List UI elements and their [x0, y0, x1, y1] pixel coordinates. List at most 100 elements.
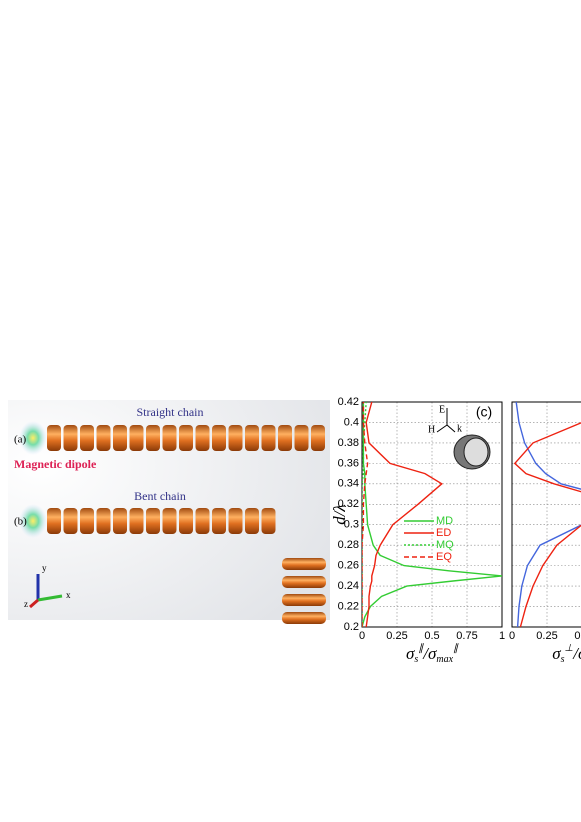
- axis-name: y: [42, 563, 47, 573]
- cylinder: [228, 425, 243, 451]
- cylinder: [96, 508, 111, 534]
- series-line: [362, 402, 369, 627]
- label-part: max: [436, 654, 453, 665]
- source-label: Magnetic dipole: [14, 457, 97, 471]
- label-part: /σ: [422, 644, 437, 663]
- x-tick-label: 0.75: [456, 630, 477, 642]
- cylinder: [162, 508, 177, 534]
- cylinder: [96, 425, 111, 451]
- cylinder: [245, 425, 259, 451]
- cylinder: [228, 508, 243, 534]
- y-tick-label: 0.4: [344, 416, 359, 428]
- label-part: σ: [552, 644, 561, 663]
- panel-title: Straight chain: [137, 405, 204, 419]
- cylinder: [212, 508, 226, 534]
- cylinder: [162, 425, 177, 451]
- cylinder: [63, 425, 78, 451]
- y-tick-label: 0.3: [344, 519, 359, 531]
- panel-label: (a): [14, 434, 27, 446]
- x-tick-label: 0.25: [386, 630, 407, 642]
- series-line: [513, 422, 581, 627]
- inset-label: E: [439, 404, 445, 415]
- y-tick-label: 0.26: [338, 560, 359, 572]
- straight-chain: [47, 425, 325, 451]
- inset-label: H: [428, 424, 435, 435]
- cylinder: [282, 612, 326, 624]
- label-part: ⊥: [565, 643, 574, 654]
- y-axis-label: d/λ: [330, 504, 349, 525]
- illustration: (a) Straight chain Magnetic dipole (b) B…: [8, 400, 330, 624]
- cylinder: [129, 508, 144, 534]
- y-tick-label: 0.32: [338, 498, 359, 510]
- cylinder: [311, 425, 325, 451]
- legend-label: ED: [436, 527, 451, 539]
- inset-arrow: [436, 424, 448, 433]
- dipole-field: [19, 421, 47, 455]
- panel-title: Bent chain: [134, 489, 186, 503]
- label-part: /σ: [572, 644, 581, 663]
- inset-arrow: [446, 424, 456, 433]
- inset-ring-hole: [463, 437, 489, 467]
- cylinder: [195, 508, 210, 534]
- cylinder: [282, 594, 326, 606]
- cylinder: [195, 425, 210, 451]
- label-part: ∥: [418, 643, 424, 654]
- label-part: σ: [406, 644, 415, 663]
- axis-arrow: [29, 598, 39, 609]
- cylinder: [261, 508, 276, 534]
- legend-label: MD: [436, 515, 453, 527]
- cylinder: [63, 508, 78, 534]
- axis-name: z: [24, 599, 28, 609]
- axis-name: x: [66, 590, 71, 600]
- cylinder: [179, 425, 193, 451]
- cylinder: [80, 425, 94, 451]
- cylinder: [80, 508, 94, 534]
- label-part: s: [561, 654, 565, 665]
- cylinder: [282, 558, 326, 570]
- y-tick-label: 0.36: [338, 457, 359, 469]
- y-tick-label: 0.22: [338, 600, 359, 612]
- cylinder: [47, 508, 61, 534]
- cylinder: [282, 576, 326, 588]
- panel-label: (c): [476, 404, 492, 420]
- y-tick-label: 0.34: [338, 478, 359, 490]
- cylinder: [129, 425, 144, 451]
- y-tick-label: 0.28: [338, 539, 359, 551]
- legend-label: EQ: [436, 551, 452, 563]
- x-tick-label: 0: [509, 630, 515, 642]
- x-tick-label: 0.25: [536, 630, 557, 642]
- cylinder: [212, 425, 226, 451]
- plot-frame: [511, 401, 581, 628]
- dipole-field: [19, 504, 47, 538]
- cylinder: [179, 508, 193, 534]
- axis-arrow: [37, 594, 63, 602]
- cylinder: [278, 425, 292, 451]
- cylinder: [47, 425, 61, 451]
- cylinder: [113, 508, 127, 534]
- label-part: s: [414, 654, 418, 665]
- legend-label: MQ: [436, 539, 454, 551]
- cylinder: [146, 425, 160, 451]
- cylinder: [146, 508, 160, 534]
- cylinder: [261, 425, 276, 451]
- x-axis-label: σs∥/σmax∥: [406, 643, 459, 665]
- series-line: [515, 402, 581, 627]
- y-tick-label: 0.38: [338, 437, 359, 449]
- panel-label: (b): [14, 516, 27, 528]
- label-part: ∥: [453, 643, 459, 654]
- cylinder: [245, 508, 259, 534]
- inset-label: k: [457, 423, 462, 434]
- y-tick-label: 0.24: [338, 580, 359, 592]
- cylinder: [113, 425, 127, 451]
- series-line: [365, 402, 443, 627]
- x-tick-label: 1: [499, 630, 505, 642]
- y-tick-label: 0.2: [344, 621, 359, 633]
- y-tick-label: 0.42: [338, 396, 359, 408]
- x-tick-label: 0: [359, 630, 365, 642]
- x-axis-label: σs⊥/σmax⊥: [552, 643, 581, 665]
- series-line: [362, 402, 502, 627]
- x-tick-label: 0.5: [424, 630, 439, 642]
- cylinder: [294, 425, 309, 451]
- x-tick-label: 0.5: [574, 630, 581, 642]
